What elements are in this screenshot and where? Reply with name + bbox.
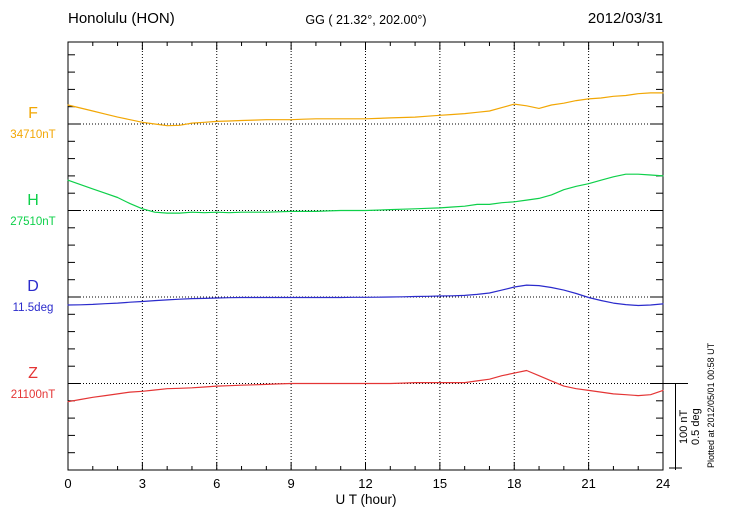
plot-date: 2012/03/31 — [587, 10, 663, 27]
channel-label-D: D 11.5deg — [2, 278, 64, 314]
scale-bar-deg-label: 0.5 deg — [690, 408, 702, 446]
trace-D — [67, 284, 664, 307]
x-tick-label: 18 — [507, 476, 522, 491]
x-tick-label: 21 — [581, 476, 596, 491]
trace-Z — [67, 369, 664, 403]
channel-label-H: H 27510nT — [2, 192, 64, 228]
channel-letter: Z — [28, 364, 38, 382]
channel-baseline-value: 27510nT — [10, 215, 56, 228]
scale-bar-labels: 100 nT 0.5 deg — [678, 386, 702, 468]
channel-letter: H — [27, 191, 39, 209]
channel-label-Z: Z 21100nT — [2, 365, 64, 401]
trace-H — [67, 173, 664, 214]
station-name: Honolulu (HON) — [68, 10, 175, 27]
x-tick-label: 24 — [655, 476, 671, 491]
channel-baseline-value: 34710nT — [10, 129, 56, 141]
channel-letter: F — [28, 105, 38, 122]
x-axis-title: U T (hour) — [335, 492, 397, 507]
channel-label-F: F 34710nT — [2, 105, 64, 141]
observatory-coordinates: GG ( 21.32°, 202.00°) — [305, 13, 427, 27]
plotted-at-note: Plotted at 2012/05/01 00:58 UT — [706, 342, 716, 468]
x-tick-label: 15 — [432, 476, 448, 491]
channel-baseline-value: 21100nT — [10, 388, 56, 401]
x-tick-label: 6 — [213, 476, 221, 491]
scale-bar-nt-label: 100 nT — [678, 409, 690, 445]
channel-baseline-value: 11.5deg — [12, 302, 54, 314]
x-tick-label: 12 — [358, 476, 373, 491]
trace-F — [67, 92, 664, 127]
x-tick-label: 9 — [287, 476, 295, 491]
x-tick-label: 3 — [138, 476, 146, 491]
x-tick-label: 0 — [64, 476, 72, 491]
channel-letter: D — [27, 278, 39, 295]
